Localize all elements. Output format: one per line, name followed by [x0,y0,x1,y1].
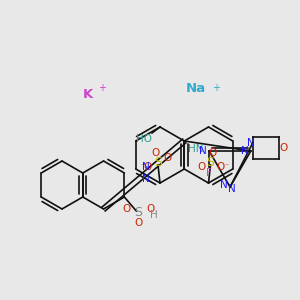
Text: O: O [164,153,172,163]
Text: HN: HN [188,144,204,154]
Text: K: K [83,88,93,101]
Text: N: N [228,184,236,194]
Text: F: F [206,168,212,178]
Text: S: S [154,157,162,169]
Text: ⁻: ⁻ [224,161,229,170]
Text: H: H [151,210,158,220]
Text: +: + [98,83,106,93]
Text: O: O [152,148,160,158]
Text: N: N [142,162,150,172]
Text: ⁻: ⁻ [141,161,145,170]
Text: O: O [146,204,154,214]
Text: S: S [206,157,214,169]
Text: N: N [247,137,255,148]
Text: N: N [241,146,249,156]
Text: Na: Na [186,82,206,94]
Text: O: O [134,218,142,228]
Text: +: + [212,83,220,93]
Text: O: O [144,162,152,172]
Text: N: N [220,180,228,190]
Text: S: S [134,206,142,220]
Text: O: O [197,162,206,172]
Text: O: O [208,148,217,158]
Text: O: O [122,204,130,214]
Text: O: O [216,162,225,172]
Text: N: N [199,146,207,156]
Text: HO: HO [136,134,152,144]
Text: O: O [279,143,287,153]
Text: N: N [142,174,150,184]
